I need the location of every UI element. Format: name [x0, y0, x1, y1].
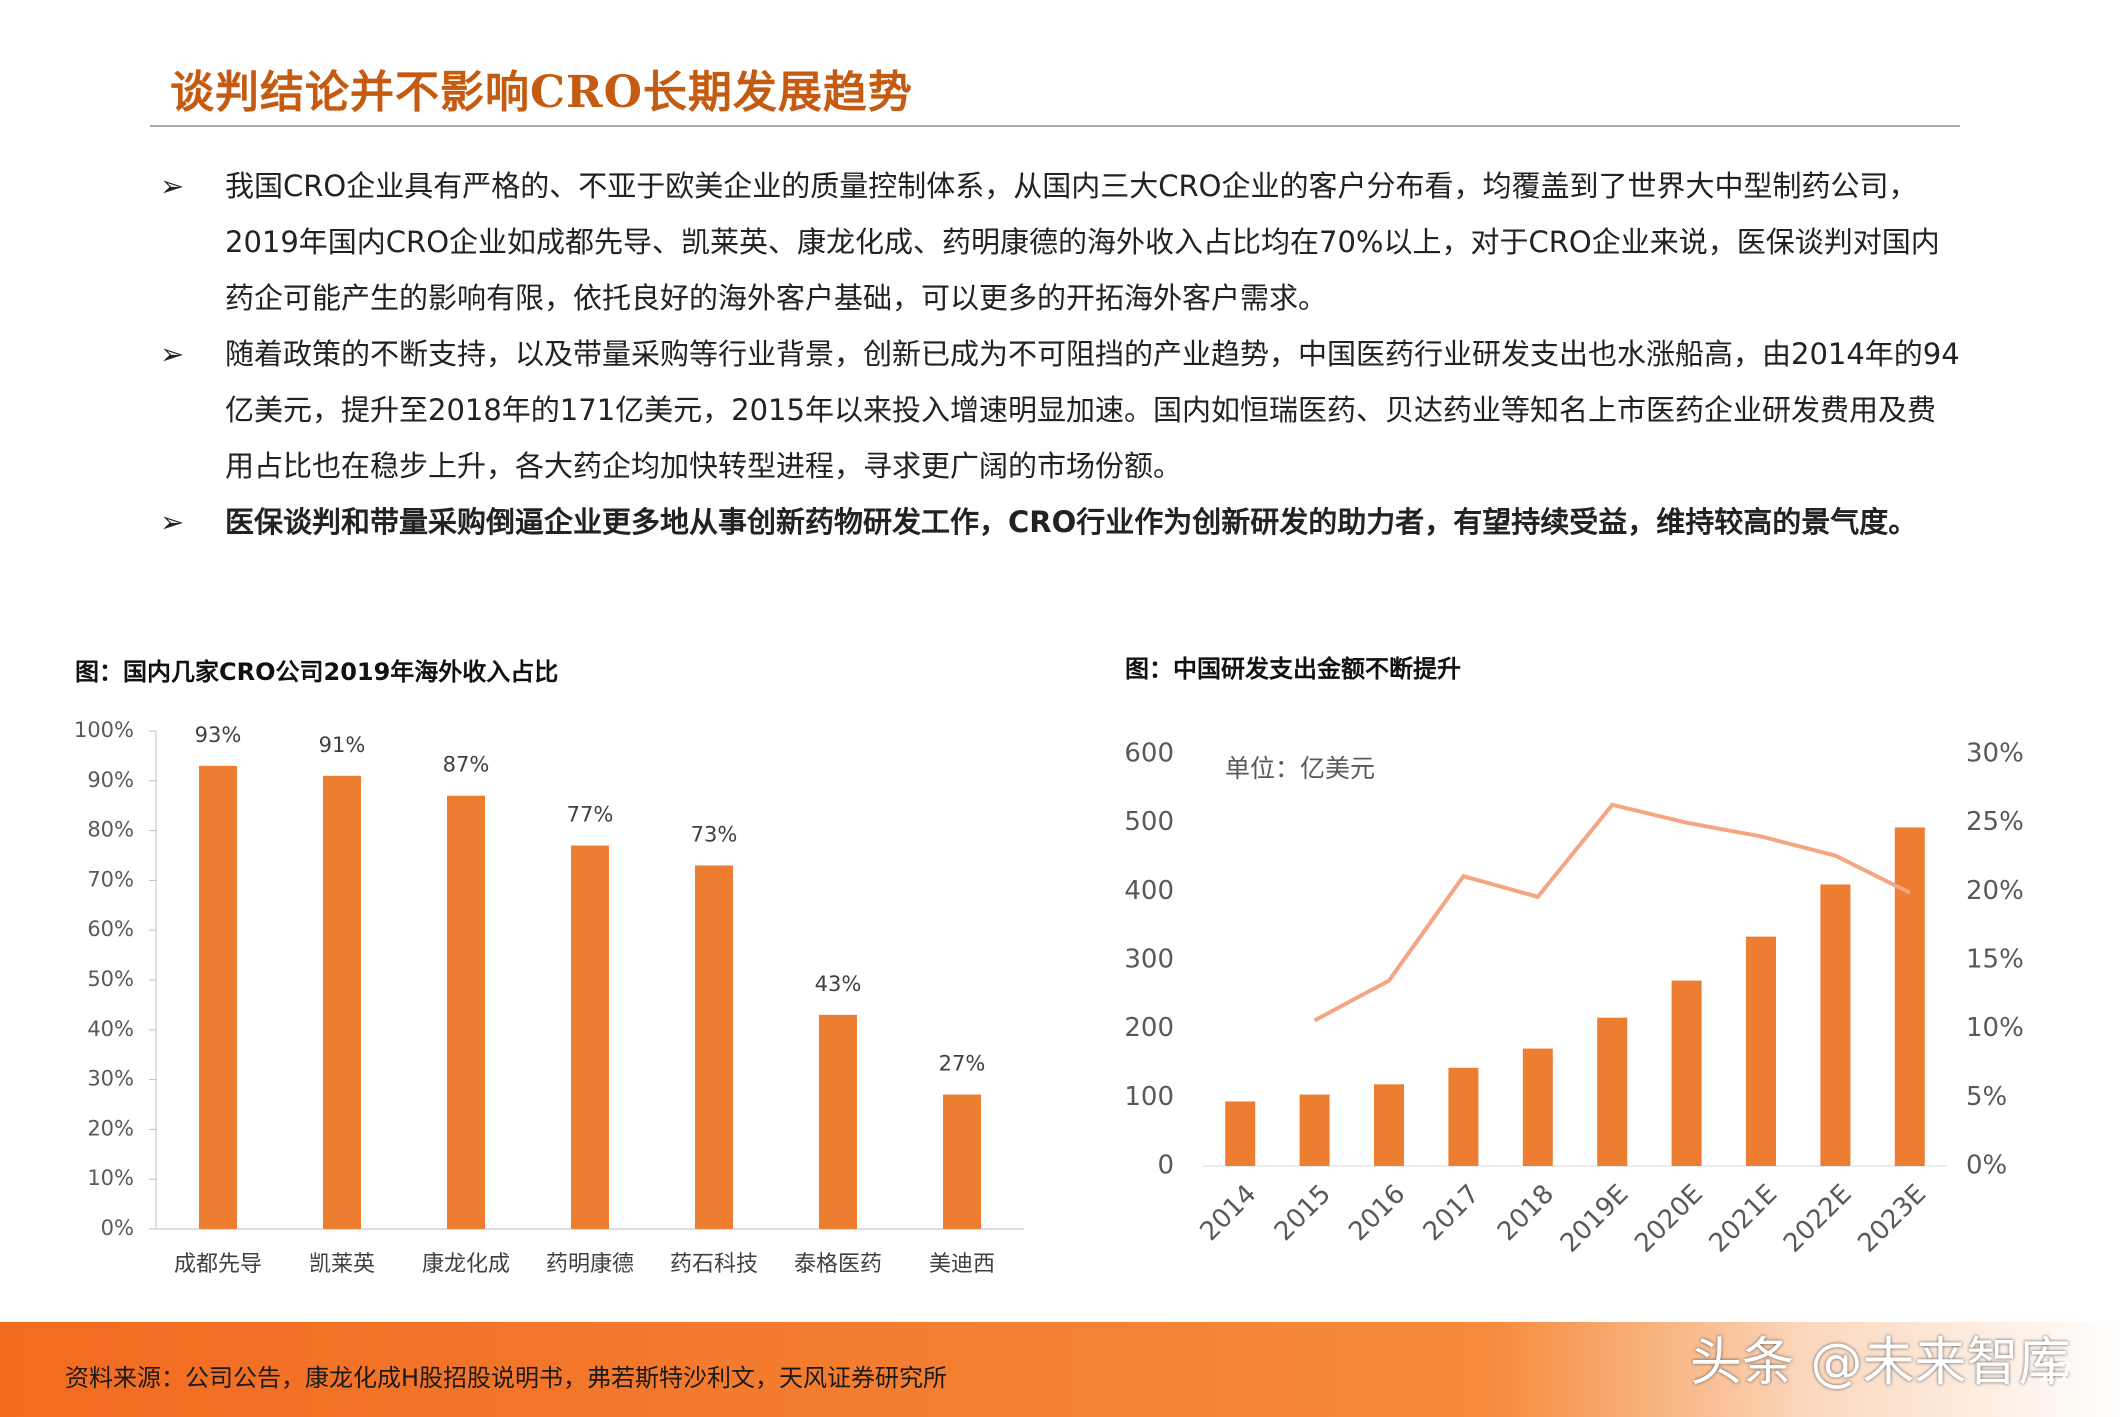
- y2-tick-label: 0%: [1966, 1151, 2007, 1181]
- x-tick-label: 泰格医药: [794, 1252, 882, 1277]
- x-tick-label: 2016: [1343, 1179, 1411, 1247]
- x-tick-label: 2023E: [1852, 1179, 1932, 1259]
- bar: [571, 845, 609, 1229]
- x-tick-label: 2022E: [1778, 1179, 1858, 1259]
- x-tick-label: 2018: [1492, 1179, 1560, 1247]
- bar: [199, 765, 237, 1229]
- bar: [1894, 827, 1925, 1166]
- y-tick-label: 90%: [87, 768, 134, 792]
- bullet-list: ➢ 我国CRO企业具有严格的、不亚于欧美企业的质量控制体系，从国内三大CRO企业的…: [160, 158, 1960, 550]
- x-tick-label: 药石科技: [670, 1252, 758, 1277]
- value-label: 27%: [939, 1052, 986, 1076]
- x-tick-label: 2014: [1194, 1179, 1262, 1247]
- value-label: 91%: [319, 733, 366, 757]
- value-label: 77%: [567, 803, 614, 827]
- bar: [1746, 936, 1776, 1166]
- value-label: 43%: [815, 972, 862, 996]
- y2-tick-label: 20%: [1966, 876, 2024, 906]
- y-tick-label: 10%: [87, 1166, 134, 1190]
- line: [1313, 802, 1911, 1023]
- y-tick-label: 600: [1124, 739, 1174, 769]
- x-tick-label: 药明康德: [546, 1252, 634, 1277]
- bar: [323, 775, 361, 1229]
- bullet-marker: ➢: [160, 337, 185, 371]
- x-tick-label: 康龙化成: [422, 1252, 510, 1277]
- y2-tick-label: 30%: [1966, 739, 2024, 769]
- watermark: 头条 @未来智库: [1690, 1333, 2071, 1393]
- chart-title: 图：中国研发支出金额不断提升: [1125, 655, 1461, 683]
- bar: [1671, 980, 1702, 1166]
- bullet: ➢ 随着政策的不断支持，以及带量采购等行业背景，创新已成为不可阻挡的产业趋势，中国…: [160, 326, 1960, 494]
- source-note: 资料来源：公司公告，康龙化成H股招股说明书，弗若斯特沙利文，天风证券研究所: [65, 1364, 948, 1392]
- x-tick-label: 美迪西: [929, 1252, 995, 1277]
- value-label: 73%: [691, 822, 738, 846]
- x-tick-label: 2019E: [1555, 1179, 1635, 1259]
- bullet-marker: ➢: [160, 169, 185, 203]
- y-tick-label: 100: [1124, 1082, 1174, 1112]
- footer-band: [0, 1322, 2126, 1417]
- bar: [1522, 1048, 1553, 1166]
- x-tick-label: 2020E: [1629, 1179, 1709, 1259]
- slide-title: 谈判结论并不影响CRO长期发展趋势: [170, 67, 913, 118]
- y-tick-label: 200: [1124, 1013, 1174, 1043]
- bar: [695, 865, 733, 1229]
- bullet-text: 随着政策的不断支持，以及带量采购等行业背景，创新已成为不可阻挡的产业趋势，中国医…: [225, 337, 1960, 483]
- y-tick-label: 400: [1124, 876, 1174, 906]
- value-label: 87%: [443, 753, 490, 777]
- y-tick-label: 40%: [87, 1017, 134, 1041]
- y-tick-label: 80%: [87, 818, 134, 842]
- bar: [1597, 1017, 1628, 1166]
- y-tick-label: 30%: [87, 1067, 134, 1091]
- x-tick-label: 2021E: [1704, 1179, 1784, 1259]
- y2-tick-label: 10%: [1966, 1013, 2024, 1043]
- x-tick-label: 凯莱英: [309, 1252, 375, 1277]
- page-number: 27: [2040, 1358, 2074, 1388]
- y-tick-label: 20%: [87, 1116, 134, 1140]
- bar: [447, 795, 485, 1229]
- y2-tick-label: 15%: [1966, 945, 2024, 975]
- title-rule: [150, 125, 1960, 127]
- y2-tick-label: 25%: [1966, 807, 2024, 837]
- value-label: 93%: [195, 723, 242, 747]
- bullet-marker: ➢: [160, 505, 185, 539]
- bar: [1820, 884, 1851, 1166]
- y-tick-label: 0: [1157, 1151, 1174, 1181]
- charts: 图：国内几家CRO公司2019年海外收入占比 0% 10% 20% 30% 40% 50% 6…: [74, 655, 2024, 1277]
- bar: [943, 1094, 981, 1229]
- bullet: ➢ 我国CRO企业具有严格的、不亚于欧美企业的质量控制体系，从国内三大CRO企业的…: [160, 158, 1960, 326]
- bullet: ➢ 医保谈判和带量采购倒逼企业更多地从事创新药物研发工作，CRO行业作为创新研发的…: [160, 494, 1960, 550]
- bar: [1299, 1094, 1330, 1166]
- y-tick-label: 50%: [87, 967, 134, 991]
- y-tick-label: 70%: [87, 867, 134, 891]
- y2-tick-label: 5%: [1966, 1082, 2007, 1112]
- bar: [1448, 1067, 1479, 1166]
- y-tick-label: 60%: [87, 917, 134, 941]
- y-tick-label: 0%: [101, 1216, 134, 1240]
- chart-title: 图：国内几家CRO公司2019年海外收入占比: [75, 658, 558, 686]
- bar: [1225, 1101, 1256, 1166]
- y-tick-label: 300: [1124, 945, 1174, 975]
- bullet-text: 我国CRO企业具有严格的、不亚于欧美企业的质量控制体系，从国内三大CRO企业的客…: [225, 169, 1940, 315]
- y-tick-label: 100%: [74, 718, 134, 742]
- bar: [1374, 1084, 1404, 1166]
- x-tick-label: 成都先导: [174, 1252, 262, 1277]
- x-tick-label: 2015: [1269, 1179, 1337, 1247]
- y-tick-label: 500: [1124, 807, 1174, 837]
- unit-annotation: 单位：亿美元: [1225, 754, 1375, 783]
- x-tick-label: 2017: [1418, 1179, 1486, 1247]
- bar: [819, 1014, 857, 1229]
- bullet-text: 医保谈判和带量采购倒逼企业更多地从事创新药物研发工作，CRO行业作为创新研发的助…: [225, 505, 1918, 539]
